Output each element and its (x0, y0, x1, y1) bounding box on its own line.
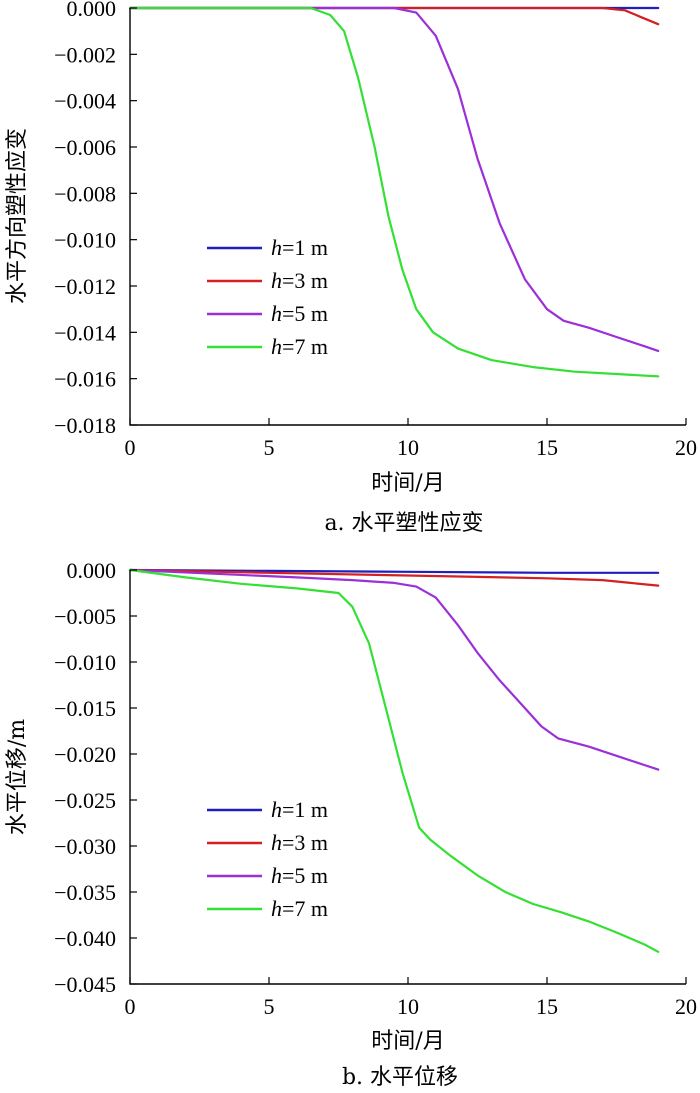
x-tick-label-a-1: 5 (264, 435, 275, 460)
ticks-layer-b: 0.000 −0.005 −0.010 −0.015 −0.020 −0.025 −0.03… (54, 558, 697, 1019)
legend-item-b-1: h=3 m (207, 830, 328, 855)
y-tick-label-b-2: −0.010 (54, 650, 116, 675)
y-axis-title-a: 水平方向塑性应变 (5, 128, 30, 304)
x-tick-label-b-0: 0 (125, 994, 136, 1019)
y-tick-label-b-9: −0.045 (54, 972, 116, 997)
legend-item-a-3: h=7 m (207, 334, 328, 359)
legend-label-b-3: h=7 m (271, 896, 328, 921)
plot-frame-b (129, 570, 686, 985)
plot-frame-a (129, 8, 686, 426)
x-tick-label-a-3: 15 (536, 435, 558, 460)
y-tick-label-a-4: −0.008 (54, 181, 116, 206)
y-tick-label-b-1: −0.005 (54, 604, 116, 629)
y-tick-label-a-1: −0.002 (54, 42, 116, 67)
legend-item-b-3: h=7 m (207, 896, 328, 921)
series-line-a-7m (128, 6, 660, 378)
y-tick-label-a-2: −0.004 (54, 89, 116, 114)
x-tick-label-a-4: 20 (675, 435, 697, 460)
y-tick-label-a-6: −0.012 (54, 274, 116, 299)
ticks-layer-a: 0.000 −0.002 −0.004 −0.006 −0.008 −0.010 −0.01… (54, 0, 697, 460)
y-tick-label-a-7: −0.014 (54, 320, 116, 345)
y-tick-label-a-0: 0.000 (67, 0, 117, 21)
y-tick-label-a-3: −0.006 (54, 135, 116, 160)
series-line-b-1m (128, 568, 660, 574)
caption-a: a. 水平塑性应变 (324, 511, 483, 536)
legend-label-b-0: h=1 m (271, 797, 328, 822)
x-axis-title-b: 时间/月 (371, 1029, 444, 1054)
y-tick-label-b-6: −0.030 (54, 834, 116, 859)
legend-label-a-0: h=1 m (271, 235, 328, 260)
caption-b: b. 水平位移 (342, 1065, 458, 1090)
y-tick-label-b-7: −0.035 (54, 880, 116, 905)
y-tick-label-a-5: −0.010 (54, 228, 116, 253)
legend-a: h=1 m h=3 m h=5 m h=7 m (207, 235, 328, 359)
y-tick-label-b-8: −0.040 (54, 926, 116, 951)
legend-item-a-1: h=3 m (207, 268, 328, 293)
y-tick-label-b-0: 0.000 (67, 558, 117, 583)
series-line-b-7m (128, 568, 660, 953)
legend-label-a-3: h=7 m (271, 334, 328, 359)
x-tick-label-a-2: 10 (397, 435, 419, 460)
y-tick-label-b-3: −0.015 (54, 696, 116, 721)
x-tick-label-b-2: 10 (397, 994, 419, 1019)
legend-label-a-1: h=3 m (271, 268, 328, 293)
series-layer-a (128, 6, 660, 378)
y-tick-label-b-4: −0.020 (54, 742, 116, 767)
chart-panel-a: 0.000 −0.002 −0.004 −0.006 −0.008 −0.010 −0.01… (5, 0, 697, 536)
series-line-a-3m (128, 6, 660, 26)
y-tick-label-b-5: −0.025 (54, 788, 116, 813)
x-axis-title-a: 时间/月 (371, 471, 444, 496)
series-line-b-3m (128, 568, 660, 587)
legend-label-b-1: h=3 m (271, 830, 328, 855)
chart-panel-b: 0.000 −0.005 −0.010 −0.015 −0.020 −0.025 −0.03… (5, 558, 697, 1090)
legend-item-b-2: h=5 m (207, 863, 328, 888)
series-line-a-5m (128, 6, 660, 352)
x-tick-label-a-0: 0 (125, 435, 136, 460)
legend-label-b-2: h=5 m (271, 863, 328, 888)
legend-item-a-2: h=5 m (207, 301, 328, 326)
x-tick-label-b-1: 5 (264, 994, 275, 1019)
legend-item-b-0: h=1 m (207, 797, 328, 822)
y-tick-label-a-8: −0.016 (54, 367, 116, 392)
legend-b: h=1 m h=3 m h=5 m h=7 m (207, 797, 328, 921)
legend-item-a-0: h=1 m (207, 235, 328, 260)
x-tick-label-b-4: 20 (675, 994, 697, 1019)
y-axis-title-b: 水平位移/m (5, 719, 30, 835)
series-line-b-5m (128, 568, 660, 771)
series-layer-b (128, 568, 660, 953)
y-tick-label-a-9: −0.018 (54, 413, 116, 438)
x-tick-label-b-3: 15 (536, 994, 558, 1019)
legend-label-a-2: h=5 m (271, 301, 328, 326)
